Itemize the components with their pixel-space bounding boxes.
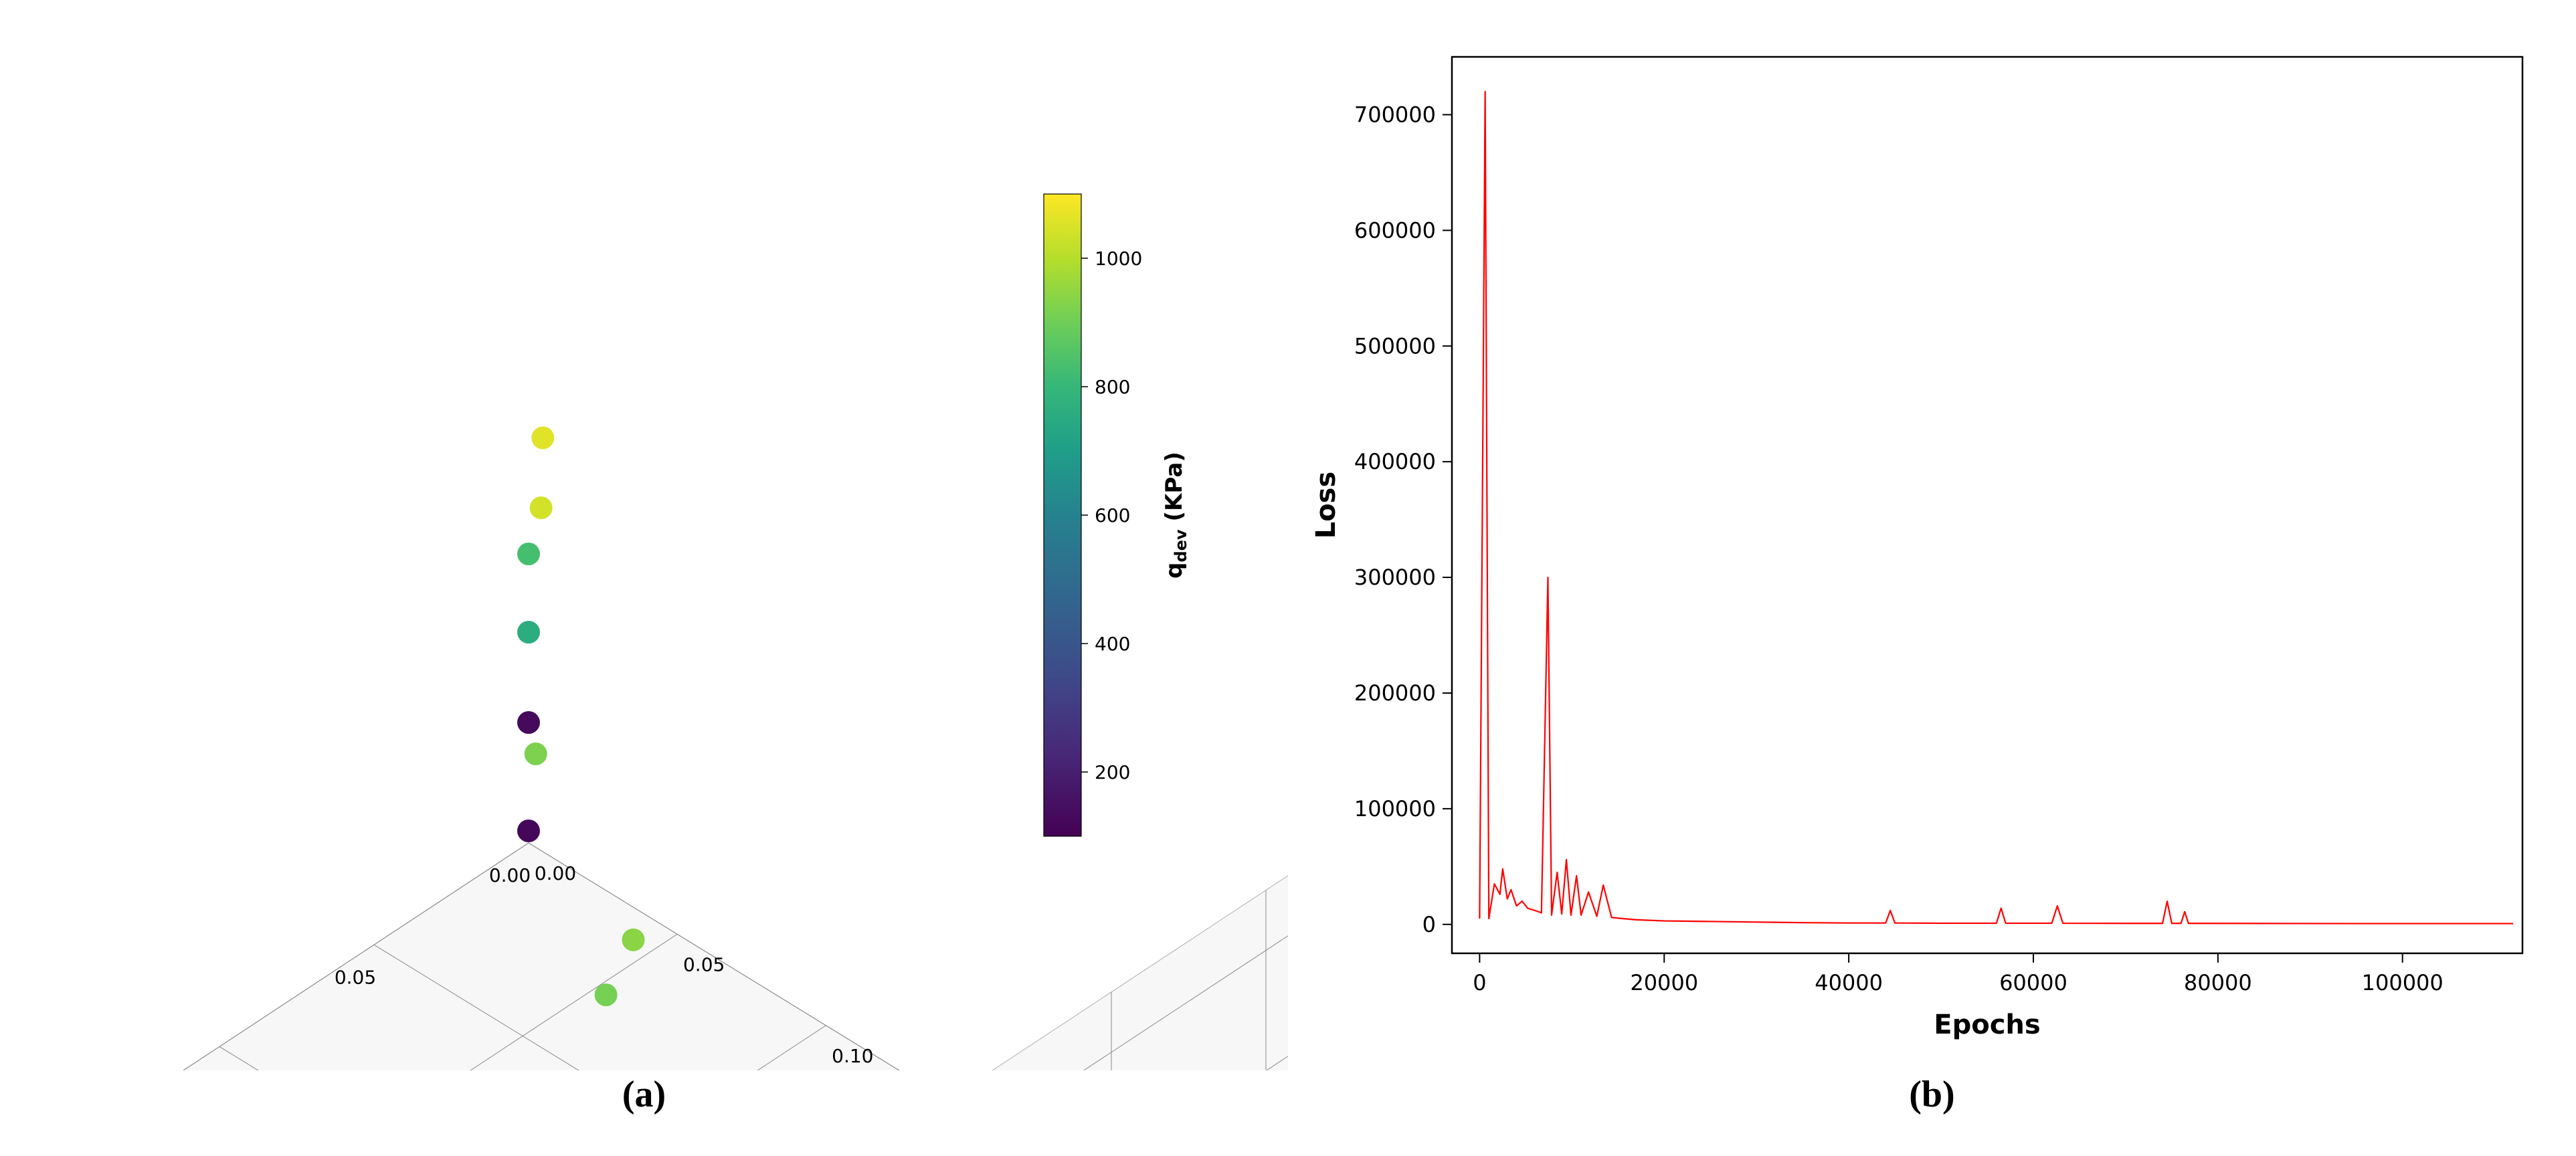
svg-text:0: 0 [1473, 970, 1486, 995]
svg-text:0.00: 0.00 [489, 864, 531, 886]
svg-text:100000: 100000 [1354, 796, 1436, 822]
scatter-point [595, 983, 618, 1006]
scatter3d-svg: 0.000.050.100.150.200.250.300.000.050.10… [0, 0, 1288, 1070]
panel-a-caption: (a) [0, 1073, 1288, 1116]
svg-text:400000: 400000 [1354, 449, 1436, 474]
svg-text:600: 600 [1095, 504, 1130, 526]
plot-area [1452, 57, 2522, 953]
scatter-point [517, 820, 540, 842]
scatter-point [517, 543, 540, 565]
scatter-point [531, 427, 554, 450]
svg-text:0: 0 [1422, 912, 1436, 937]
svg-text:60000: 60000 [1999, 970, 2067, 995]
panel-b-caption: (b) [1288, 1073, 2576, 1116]
svg-text:0.10: 0.10 [180, 1068, 221, 1071]
y-axis-label: Loss [1311, 472, 1342, 539]
svg-text:20000: 20000 [1630, 970, 1698, 995]
scatter-point [517, 621, 540, 644]
svg-text:200: 200 [1095, 761, 1130, 783]
panel-b: 0 20000 40000 60000 80000 100000 0 100000 200000… [1288, 0, 2576, 1156]
svg-text:100000: 100000 [2362, 970, 2444, 995]
svg-text:500000: 500000 [1354, 333, 1436, 359]
svg-text:0.10: 0.10 [832, 1045, 873, 1067]
svg-text:qdev (KPa): qdev (KPa) [1161, 452, 1190, 579]
svg-text:200000: 200000 [1354, 680, 1436, 706]
svg-text:1000: 1000 [1095, 248, 1142, 270]
svg-text:0.00: 0.00 [535, 862, 576, 884]
scatter-point [622, 929, 645, 951]
svg-text:80000: 80000 [2184, 970, 2252, 995]
panel-a: 0.000.050.100.150.200.250.300.000.050.10… [0, 0, 1288, 1156]
svg-text:40000: 40000 [1815, 970, 1883, 995]
line-chart-svg: 0 20000 40000 60000 80000 100000 0 100000 200000… [1288, 0, 2576, 1070]
svg-text:600000: 600000 [1354, 217, 1436, 243]
figure-root: 0.000.050.100.150.200.250.300.000.050.10… [0, 0, 2576, 1156]
svg-text:0.05: 0.05 [335, 966, 376, 988]
svg-text:700000: 700000 [1354, 102, 1436, 127]
scatter-point [525, 743, 547, 765]
x-axis-label: Epochs [1934, 1009, 2040, 1040]
scatter-point [517, 711, 540, 734]
svg-text:300000: 300000 [1354, 565, 1436, 590]
svg-text:400: 400 [1095, 633, 1130, 655]
scatter-point [530, 496, 553, 519]
svg-text:0.05: 0.05 [683, 953, 725, 975]
svg-text:800: 800 [1095, 376, 1130, 398]
